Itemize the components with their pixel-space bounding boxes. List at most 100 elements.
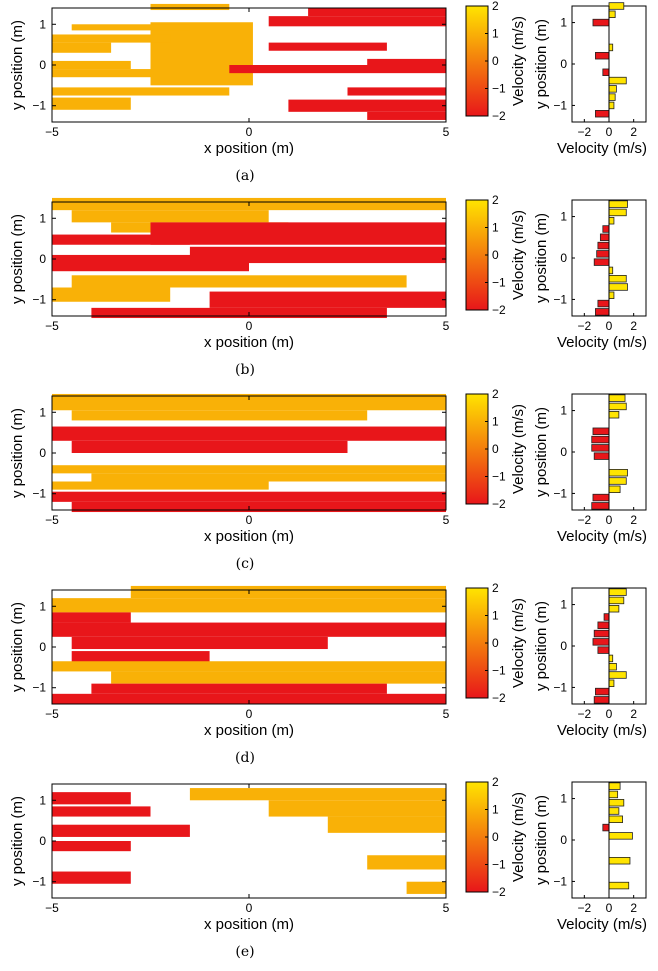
profile-x-tick-label: −2: [577, 319, 591, 333]
heatmap-x-tick-label: 0: [246, 707, 253, 721]
heatmap-cell: [130, 585, 447, 599]
profile-bar: [608, 93, 616, 101]
heatmap-y-tick-label: −1: [32, 681, 46, 695]
profile-y-tick-label: 1: [560, 404, 567, 418]
colorbar-tick-label: −2: [492, 303, 506, 317]
profile-bar: [608, 402, 627, 411]
heatmap-x-tick-label: 5: [443, 513, 450, 527]
colorbar-tick-label: 0: [492, 636, 499, 650]
colorbar-label: Velocity (m/s): [510, 404, 527, 494]
heatmap-cell: [52, 97, 131, 110]
heatmap-y-tick-label: 1: [39, 599, 46, 613]
profile-bar: [608, 832, 633, 840]
profile-x-axis-label: Velocity (m/s): [557, 140, 647, 157]
colorbar-tick-label: 2: [492, 388, 499, 401]
profile-y-tick-label: 0: [560, 639, 567, 653]
profile-bar: [608, 604, 620, 613]
panel-chart-svg: −5 0 5 −1 0 1 x position (m) y position (m) −2 −1…: [9, 776, 647, 933]
panel-caption: (b): [235, 362, 255, 378]
heatmap-y-tick-label: −1: [32, 99, 46, 113]
heatmap-cell: [52, 693, 446, 704]
heatmap-area: −5 0 5 −1 0 1 x position (m) y position (m): [9, 3, 450, 157]
colorbar-bar: [465, 781, 489, 893]
colorbar-tick-label: −2: [492, 109, 506, 123]
heatmap-x-tick-label: −5: [45, 707, 59, 721]
profile-bar: [608, 798, 625, 807]
panel-b: −5 0 5 −1 0 1 x position (m) y position (m) −2 −1…: [0, 194, 658, 388]
profile-y-axis-label: y position (m): [533, 19, 550, 109]
panel-d: −5 0 5 −1 0 1 x position (m) y position (m) −2 −1…: [0, 582, 658, 776]
profile-bar: [608, 410, 620, 419]
profile-bar: [602, 823, 610, 832]
profile-bar: [591, 444, 610, 452]
velocity-profile: −2 0 2 −1 0 1 Velocity (m/s) y position (m): [533, 393, 647, 545]
heatmap-cell: [327, 816, 446, 833]
heatmap-cell: [189, 788, 446, 801]
profile-y-tick-label: 1: [560, 598, 567, 612]
profile-bar: [608, 596, 625, 605]
colorbar-tick-label: 0: [492, 830, 499, 844]
profile-x-tick-label: 0: [606, 125, 613, 139]
profile-bar: [608, 216, 615, 225]
profile-y-tick-label: 0: [560, 57, 567, 71]
profile-x-tick-label: −2: [577, 513, 591, 527]
heatmap-y-tick-label: −1: [32, 293, 46, 307]
heatmap-y-tick-label: 1: [39, 793, 46, 807]
profile-bar: [595, 687, 610, 696]
heatmap-x-tick-label: 5: [443, 125, 450, 139]
heatmap-cell: [288, 99, 446, 112]
heatmap-y-tick-label: 1: [39, 405, 46, 419]
heatmap-cell: [268, 16, 446, 27]
colorbar-tick-label: 2: [492, 776, 499, 789]
profile-bar: [608, 2, 625, 10]
profile-x-tick-label: 0: [606, 707, 613, 721]
heatmap-cell: [52, 841, 131, 852]
profile-bar: [608, 790, 619, 799]
heatmap-cell: [367, 855, 446, 870]
heatmap-cell: [52, 42, 112, 53]
profile-bar: [608, 663, 617, 671]
heatmap-cell: [52, 806, 151, 817]
colorbar-tick-label: −1: [492, 470, 506, 484]
colorbar: −2 −1 0 1 2 Velocity (m/s): [465, 0, 527, 123]
colorbar-tick-label: 2: [492, 194, 499, 207]
heatmap-y-tick-label: 0: [39, 446, 46, 460]
colorbar-tick-label: −1: [492, 858, 506, 872]
profile-y-tick-label: 0: [560, 445, 567, 459]
heatmap-area: −5 0 5 −1 0 1 x position (m) y position (m): [9, 393, 450, 545]
profile-x-tick-label: 2: [630, 513, 637, 527]
profile-bar: [593, 258, 610, 266]
heatmap-cell: [52, 612, 131, 623]
profile-bar: [608, 654, 614, 663]
panel-chart-svg: −5 0 5 −1 0 1 x position (m) y position (m) −2 −1…: [9, 194, 647, 351]
profile-y-tick-label: 1: [560, 16, 567, 30]
heatmap-cell: [71, 24, 190, 31]
colorbar-tick-label: −1: [492, 664, 506, 678]
velocity-profile: −2 0 2 −1 0 1 Velocity (m/s) y position (m): [533, 199, 647, 351]
velocity-profile: −2 0 2 −1 0 1 Velocity (m/s) y position (m): [533, 587, 647, 739]
profile-bar: [602, 68, 610, 76]
profile-x-axis-label: Velocity (m/s): [557, 334, 647, 351]
heatmap-x-tick-label: 0: [246, 125, 253, 139]
colorbar-label: Velocity (m/s): [510, 598, 527, 688]
profile-bar: [608, 394, 626, 402]
profile-bar: [592, 427, 610, 435]
heatmap-y-tick-label: −1: [32, 875, 46, 889]
panel-a: −5 0 5 −1 0 1 x position (m) y position (m) −2 −1…: [0, 0, 658, 194]
heatmap-cell: [91, 683, 387, 694]
profile-bar: [608, 679, 615, 687]
heatmap-x-axis-label: x position (m): [204, 722, 294, 739]
colorbar-tick-label: 1: [492, 221, 499, 235]
heatmap-x-axis-label: x position (m): [204, 916, 294, 933]
heatmap-cell: [150, 3, 230, 11]
heatmap-x-tick-label: 5: [443, 707, 450, 721]
profile-bar: [597, 646, 610, 654]
profile-y-tick-label: 1: [560, 792, 567, 806]
profile-bar: [592, 493, 610, 502]
profile-bar: [608, 101, 615, 110]
heatmap-cell: [189, 246, 446, 264]
profile-bar: [608, 291, 615, 299]
colorbar-tick-label: −2: [492, 691, 506, 705]
heatmap-cell: [52, 393, 446, 411]
heatmap-x-tick-label: −5: [45, 513, 59, 527]
